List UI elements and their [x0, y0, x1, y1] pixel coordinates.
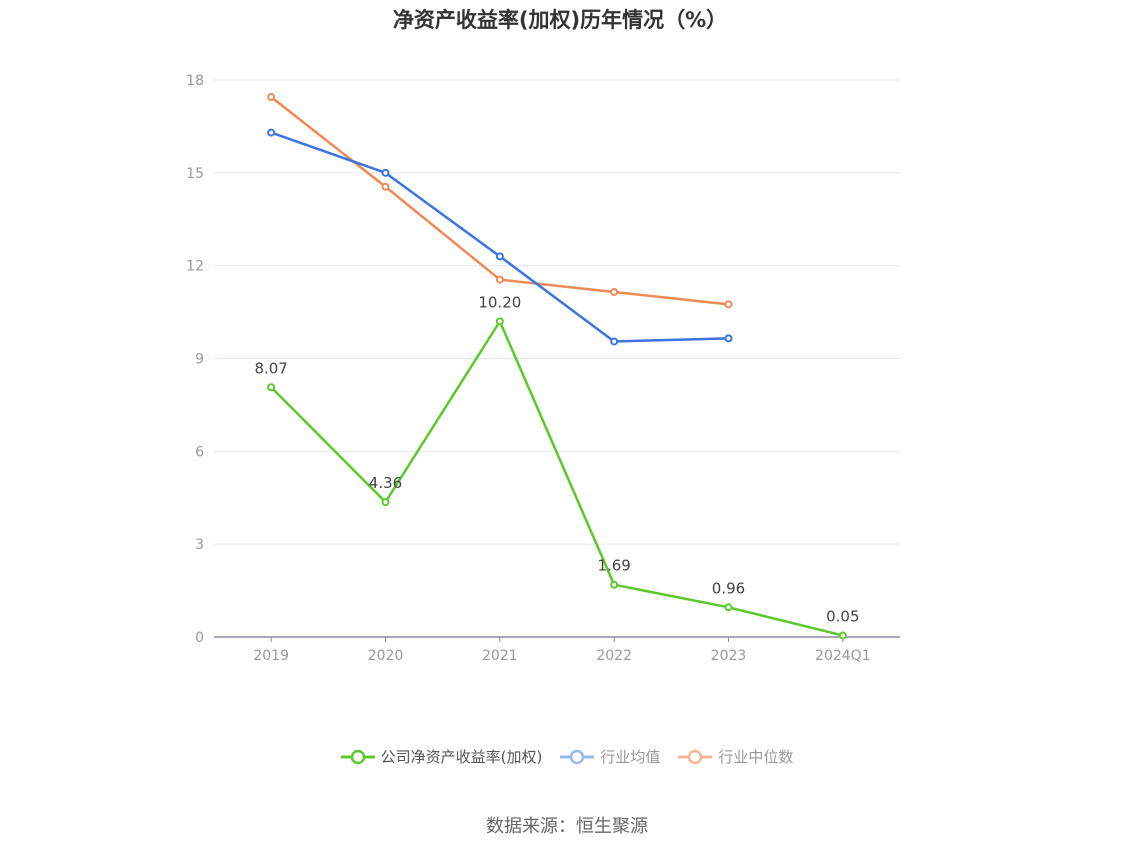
data-label: 0.05 — [826, 607, 859, 625]
data-labels: 8.07 4.36 10.20 1.69 0.96 0.05 — [254, 293, 859, 625]
axes: 0 3 6 9 12 15 18 2019 2020 2021 2022 2023 2024Q1 — [186, 73, 900, 664]
chart-title: 净资产收益率(加权)历年情况（%） — [392, 8, 728, 32]
data-point — [724, 300, 733, 309]
y-tick-label: 9 — [195, 352, 204, 368]
data-point — [267, 128, 276, 137]
data-point — [724, 603, 733, 612]
y-tick-label: 3 — [195, 537, 204, 553]
data-label: 4.36 — [369, 474, 402, 492]
legend-item-industry-mean[interactable]: 行业均值 — [560, 746, 660, 767]
data-label: 1.69 — [597, 557, 630, 575]
legend-label-median: 行业中位数 — [718, 748, 794, 766]
legend-label-mean: 行业均值 — [600, 748, 661, 766]
data-point — [381, 498, 390, 507]
legend-marker — [688, 749, 703, 764]
x-tick-label: 2020 — [368, 648, 404, 664]
data-label: 0.96 — [712, 579, 745, 597]
y-tick-label: 18 — [186, 73, 204, 89]
legend-swatch-median-icon — [678, 749, 713, 764]
series-lines — [267, 93, 847, 640]
data-point — [610, 337, 619, 346]
x-tick-label: 2024Q1 — [815, 648, 871, 664]
data-point — [495, 252, 504, 261]
series-line — [270, 320, 844, 637]
x-tick-label: 2023 — [711, 648, 747, 664]
data-point — [495, 317, 504, 326]
data-source-note: 数据来源：恒生聚源 — [486, 816, 648, 837]
data-point — [267, 93, 276, 102]
data-point — [838, 631, 847, 640]
data-point — [381, 168, 390, 177]
legend-swatch-mean-icon — [560, 749, 595, 764]
x-tick-label: 2021 — [482, 648, 518, 664]
x-tick-label: 2022 — [596, 648, 632, 664]
data-point — [610, 287, 619, 296]
data-label: 10.20 — [478, 293, 521, 311]
data-point — [267, 383, 276, 392]
x-tick-label: 2019 — [253, 648, 289, 664]
series-line — [270, 96, 729, 306]
legend-marker — [570, 749, 585, 764]
y-tick-label: 15 — [186, 166, 204, 182]
data-point — [724, 334, 733, 343]
legend-item-company[interactable]: 公司净资产收益率(加权) — [340, 746, 543, 767]
data-label: 8.07 — [254, 359, 287, 377]
legend: 公司净资产收益率(加权) 行业均值 行业中位数 — [0, 746, 1134, 767]
data-point — [610, 580, 619, 589]
legend-label-company: 公司净资产收益率(加权) — [380, 748, 543, 766]
data-point — [495, 275, 504, 284]
y-tick-label: 12 — [186, 259, 204, 275]
y-tick-label: 6 — [195, 444, 204, 460]
legend-item-industry-median[interactable]: 行业中位数 — [678, 746, 793, 767]
legend-swatch-company-icon — [340, 749, 375, 764]
legend-marker — [350, 749, 365, 764]
data-point — [381, 182, 390, 191]
y-tick-label: 0 — [195, 630, 204, 646]
